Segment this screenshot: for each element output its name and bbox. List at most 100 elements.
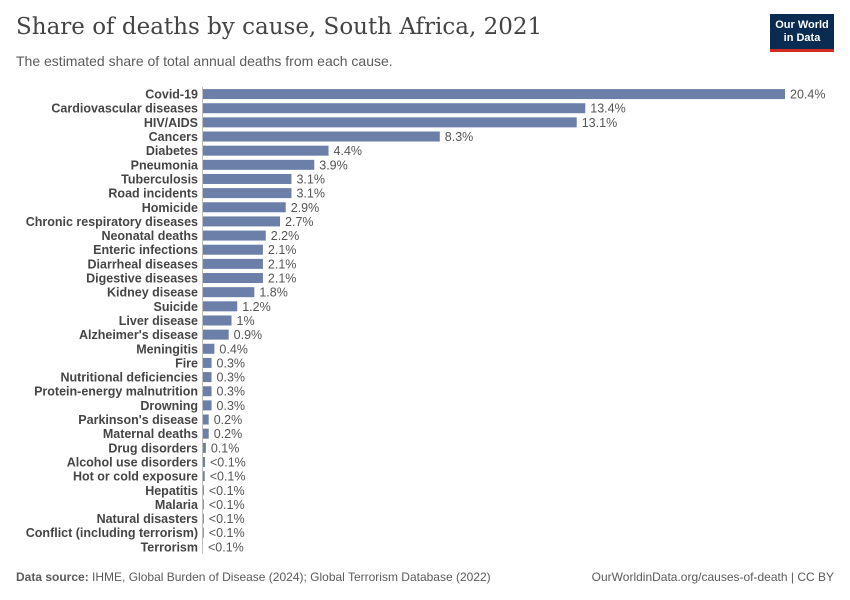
value-label-natural-disasters: <0.1% [209, 512, 245, 526]
source-link[interactable]: OurWorldinData.org/causes-of-death | CC … [591, 570, 834, 584]
value-label-pneumonia: 3.9% [319, 158, 348, 172]
bar-road-incidents[interactable] [203, 188, 292, 199]
value-label-hot-or-cold-exposure: <0.1% [210, 470, 246, 484]
bar-fire[interactable] [203, 357, 212, 368]
value-label-liver-disease: 1% [237, 314, 255, 328]
bar-alzheimer-s-disease[interactable] [203, 329, 229, 340]
bar-tuberculosis[interactable] [203, 173, 292, 184]
value-label-malaria: <0.1% [209, 498, 245, 512]
bar-kidney-disease[interactable] [203, 287, 255, 298]
category-label-natural-disasters: Natural disasters [97, 512, 198, 526]
category-label-terrorism: Terrorism [141, 540, 198, 554]
category-label-cardiovascular-diseases: Cardiovascular diseases [51, 102, 198, 116]
bar-parkinson-s-disease[interactable] [203, 414, 209, 425]
category-label-maternal-deaths: Maternal deaths [103, 427, 198, 441]
category-label-enteric-infections: Enteric infections [93, 243, 198, 257]
category-label-digestive-diseases: Digestive diseases [86, 272, 198, 286]
bar-suicide[interactable] [203, 301, 238, 312]
value-label-maternal-deaths: 0.2% [214, 427, 243, 441]
category-label-drug-disorders: Drug disorders [108, 441, 198, 455]
category-label-road-incidents: Road incidents [108, 187, 198, 201]
category-label-meningitis: Meningitis [136, 342, 198, 356]
bar-liver-disease[interactable] [203, 315, 232, 326]
value-label-cardiovascular-diseases: 13.4% [590, 102, 625, 116]
category-label-drowning: Drowning [140, 399, 198, 413]
category-label-parkinson-s-disease: Parkinson's disease [78, 413, 198, 427]
bar-covid-19[interactable] [203, 89, 785, 100]
chart-title: Share of deaths by cause, South Africa, … [16, 14, 543, 40]
category-label-hot-or-cold-exposure: Hot or cold exposure [73, 470, 198, 484]
value-label-diabetes: 4.4% [334, 144, 363, 158]
category-label-cancers: Cancers [149, 130, 198, 144]
category-label-neonatal-deaths: Neonatal deaths [101, 229, 198, 243]
bars-group: Covid-19 20.4% Cardiovascular diseases 13.4… [26, 88, 826, 555]
bar-cancers[interactable] [203, 131, 440, 142]
bar-diabetes[interactable] [203, 145, 329, 156]
bar-hiv-aids[interactable] [203, 117, 577, 128]
bar-nutritional-deficiencies[interactable] [203, 372, 212, 383]
value-label-neonatal-deaths: 2.2% [271, 229, 300, 243]
value-label-chronic-respiratory-diseases: 2.7% [285, 215, 314, 229]
bar-alcohol-use-disorders[interactable] [203, 456, 205, 467]
bar-conflict-including-terrorism[interactable] [203, 527, 204, 538]
category-label-homicide: Homicide [142, 201, 198, 215]
category-label-kidney-disease: Kidney disease [107, 286, 198, 300]
value-label-nutritional-deficiencies: 0.3% [217, 371, 246, 385]
bar-chart: Covid-19 20.4% Cardiovascular diseases 13.4… [26, 87, 826, 555]
bar-natural-disasters[interactable] [203, 513, 204, 524]
bar-meningitis[interactable] [203, 343, 215, 354]
bar-maternal-deaths[interactable] [203, 428, 209, 439]
bar-hot-or-cold-exposure[interactable] [203, 471, 205, 482]
value-label-suicide: 1.2% [242, 300, 271, 314]
bar-diarrheal-diseases[interactable] [203, 258, 263, 269]
value-label-meningitis: 0.4% [219, 342, 248, 356]
category-label-diabetes: Diabetes [146, 144, 198, 158]
value-label-kidney-disease: 1.8% [259, 286, 288, 300]
bar-protein-energy-malnutrition[interactable] [203, 386, 212, 397]
value-label-covid-19: 20.4% [790, 88, 825, 102]
owid-logo[interactable]: Our World in Data [770, 14, 834, 52]
value-label-digestive-diseases: 2.1% [268, 272, 297, 286]
category-label-liver-disease: Liver disease [119, 314, 198, 328]
value-label-fire: 0.3% [217, 356, 246, 370]
bar-homicide[interactable] [203, 202, 286, 213]
category-label-conflict-including-terrorism: Conflict (including terrorism) [26, 526, 198, 540]
bar-enteric-infections[interactable] [203, 244, 263, 255]
value-label-diarrheal-diseases: 2.1% [268, 257, 297, 271]
category-label-tuberculosis: Tuberculosis [121, 172, 198, 186]
bar-cardiovascular-diseases[interactable] [203, 103, 586, 114]
bar-pneumonia[interactable] [203, 159, 315, 170]
value-label-homicide: 2.9% [291, 201, 320, 215]
category-label-covid-19: Covid-19 [145, 88, 198, 102]
value-label-enteric-infections: 2.1% [268, 243, 297, 257]
value-label-hepatitis: <0.1% [209, 484, 245, 498]
category-label-pneumonia: Pneumonia [131, 158, 199, 172]
value-label-road-incidents: 3.1% [296, 187, 325, 201]
bar-chronic-respiratory-diseases[interactable] [203, 216, 281, 227]
value-label-hiv-aids: 13.1% [582, 116, 617, 130]
value-label-tuberculosis: 3.1% [296, 172, 325, 186]
logo-line-1: Our World [775, 19, 829, 31]
category-label-nutritional-deficiencies: Nutritional deficiencies [60, 371, 198, 385]
bar-drowning[interactable] [203, 400, 212, 411]
category-label-alcohol-use-disorders: Alcohol use disorders [67, 455, 198, 469]
bar-hepatitis[interactable] [203, 485, 204, 496]
category-label-alzheimer-s-disease: Alzheimer's disease [79, 328, 198, 342]
bar-neonatal-deaths[interactable] [203, 230, 266, 241]
bar-digestive-diseases[interactable] [203, 273, 263, 284]
bar-drug-disorders[interactable] [203, 442, 206, 453]
value-label-conflict-including-terrorism: <0.1% [209, 526, 245, 540]
value-label-terrorism: <0.1% [208, 540, 244, 554]
data-source: Data source: IHME, Global Burden of Dise… [16, 570, 491, 584]
category-label-malaria: Malaria [155, 498, 199, 512]
category-label-hiv-aids: HIV/AIDS [144, 116, 198, 130]
category-label-chronic-respiratory-diseases: Chronic respiratory diseases [26, 215, 198, 229]
category-label-fire: Fire [175, 356, 198, 370]
category-label-protein-energy-malnutrition: Protein-energy malnutrition [34, 385, 198, 399]
bar-malaria[interactable] [203, 499, 204, 510]
category-label-suicide: Suicide [154, 300, 199, 314]
category-label-hepatitis: Hepatitis [145, 484, 198, 498]
value-label-drowning: 0.3% [217, 399, 246, 413]
data-source-label: Data source: [16, 570, 89, 584]
category-label-diarrheal-diseases: Diarrheal diseases [88, 257, 199, 271]
